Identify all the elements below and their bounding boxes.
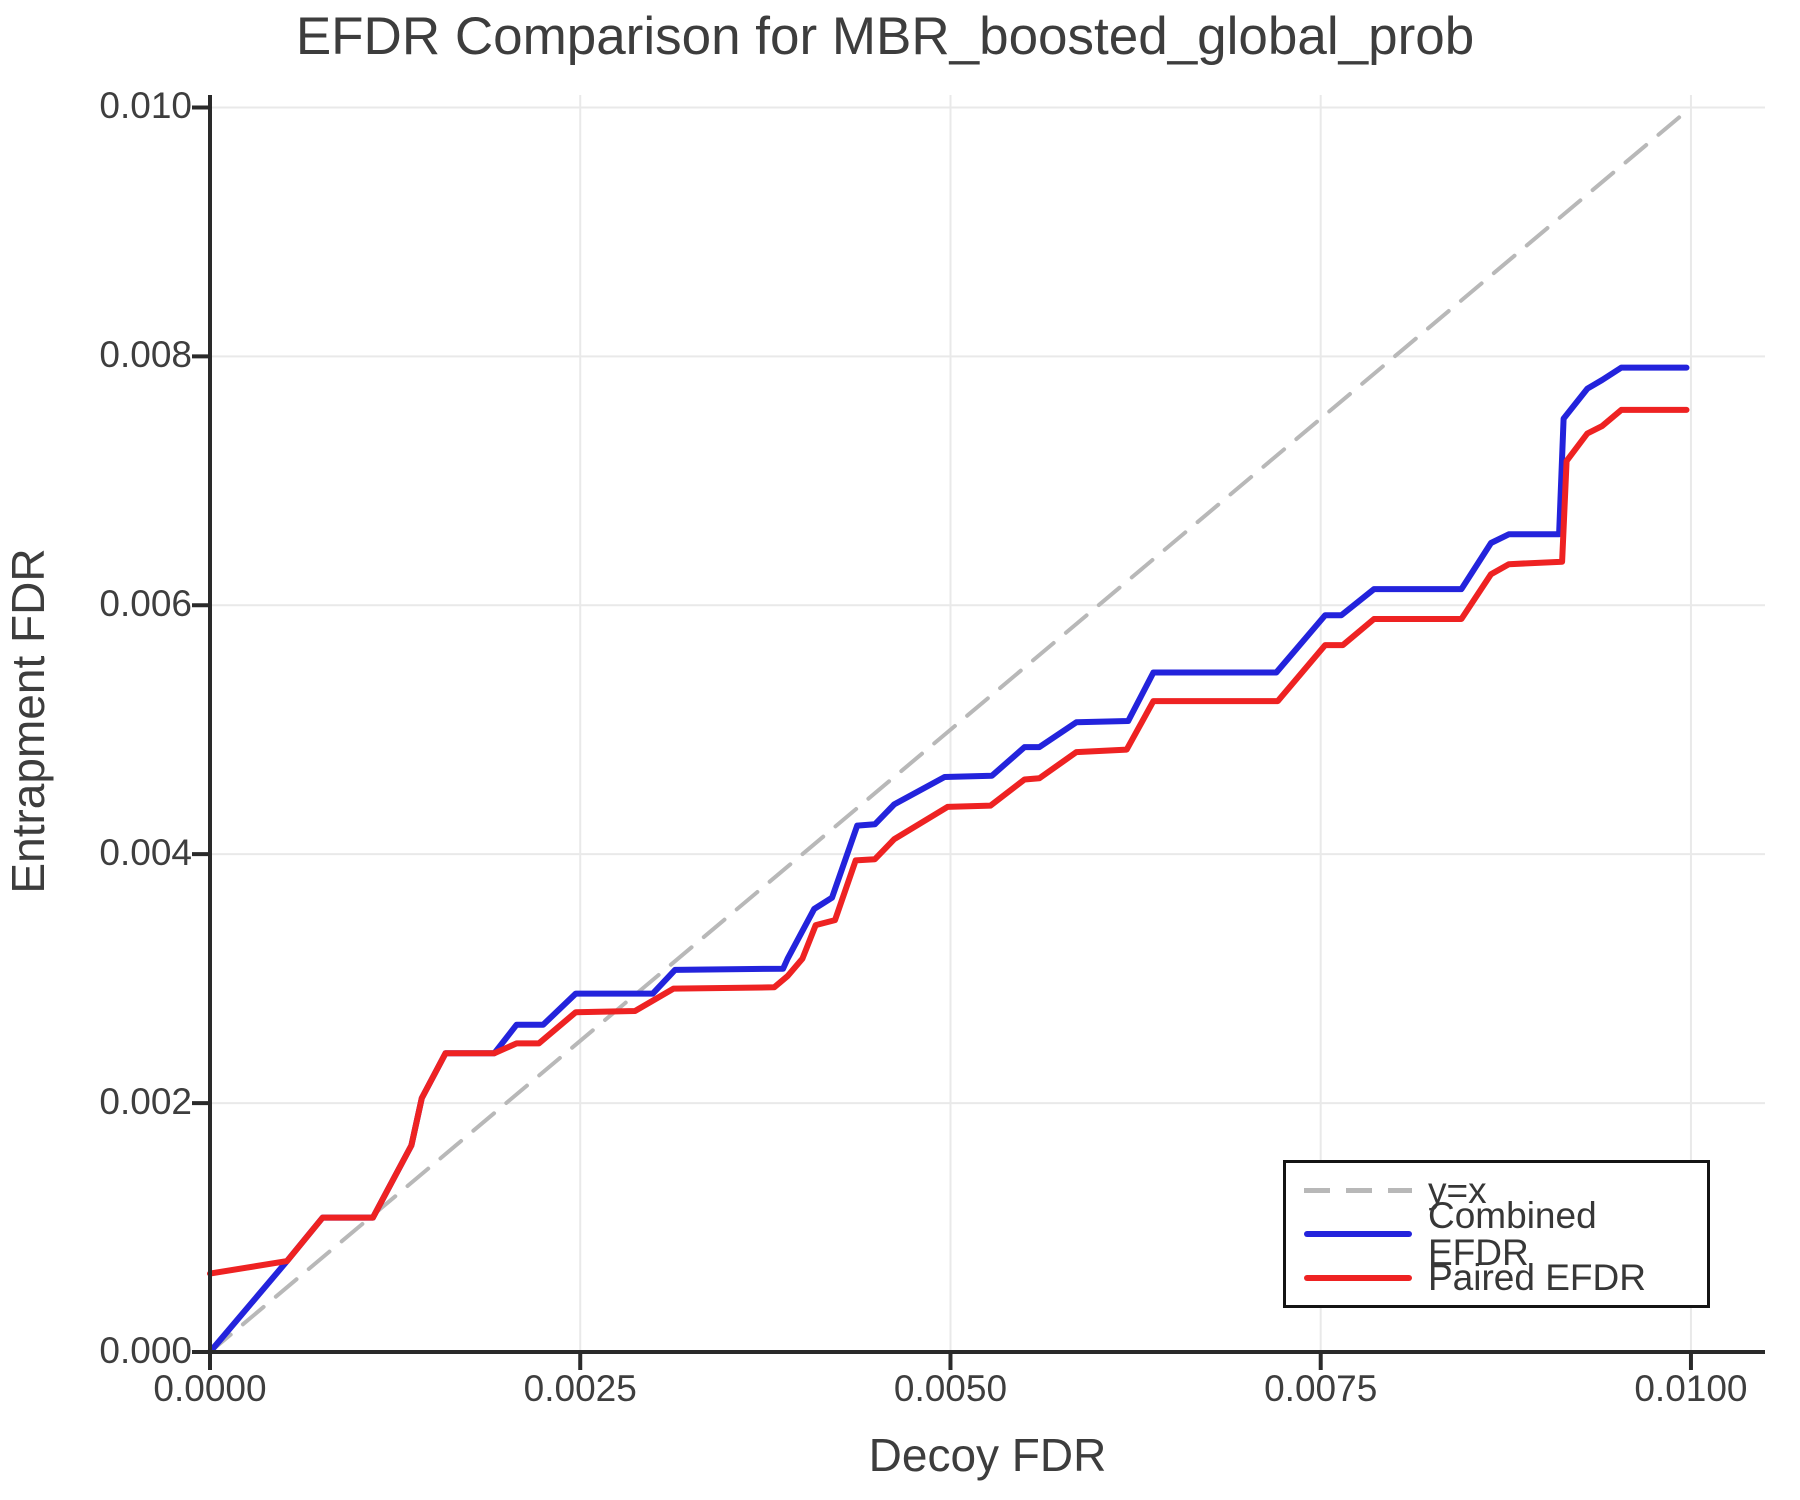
x-axis-label: Decoy FDR bbox=[868, 1429, 1107, 1481]
x-tick-label: 0.0050 bbox=[893, 1368, 1008, 1409]
x-tick-label: 0.0075 bbox=[1264, 1368, 1378, 1409]
legend-row-identity: y=x bbox=[1304, 1169, 1707, 1212]
legend-label-combined: Combined EFDR bbox=[1428, 1195, 1597, 1273]
x-tick-label: 0.0100 bbox=[1634, 1368, 1748, 1409]
y-axis-label: Entrapment FDR bbox=[2, 548, 54, 894]
y-tick-label: 0.002 bbox=[99, 1081, 192, 1123]
paired-efdr-line bbox=[207, 406, 1690, 1277]
chart-title: EFDR Comparison for MBR_boosted_global_p… bbox=[295, 7, 1475, 66]
x-tick-label: 0.0000 bbox=[153, 1368, 267, 1409]
y-tick-label: 0.008 bbox=[99, 334, 192, 376]
combined-line-sample-icon bbox=[1304, 1231, 1412, 1237]
y-tick-label: 0.004 bbox=[99, 832, 192, 874]
y-tick-label: 0.010 bbox=[99, 85, 192, 127]
paired-line-sample-icon bbox=[1304, 1274, 1412, 1281]
x-tick-label: 0.0025 bbox=[523, 1368, 637, 1409]
legend-box: y=x Combined EFDR Paired EFDR bbox=[1283, 1160, 1710, 1308]
identity-line-sample-icon bbox=[1304, 1188, 1412, 1193]
legend-row-combined: Combined EFDR bbox=[1304, 1197, 1707, 1271]
y-tick-label: 0.006 bbox=[99, 583, 192, 625]
legend-label-paired: Paired EFDR bbox=[1428, 1257, 1646, 1298]
legend-label-identity: y=x bbox=[1428, 1170, 1487, 1211]
identity-line bbox=[208, 105, 1693, 1354]
y-tick-label: 0.000 bbox=[99, 1330, 192, 1371]
legend-row-paired: Paired EFDR bbox=[1304, 1256, 1707, 1299]
